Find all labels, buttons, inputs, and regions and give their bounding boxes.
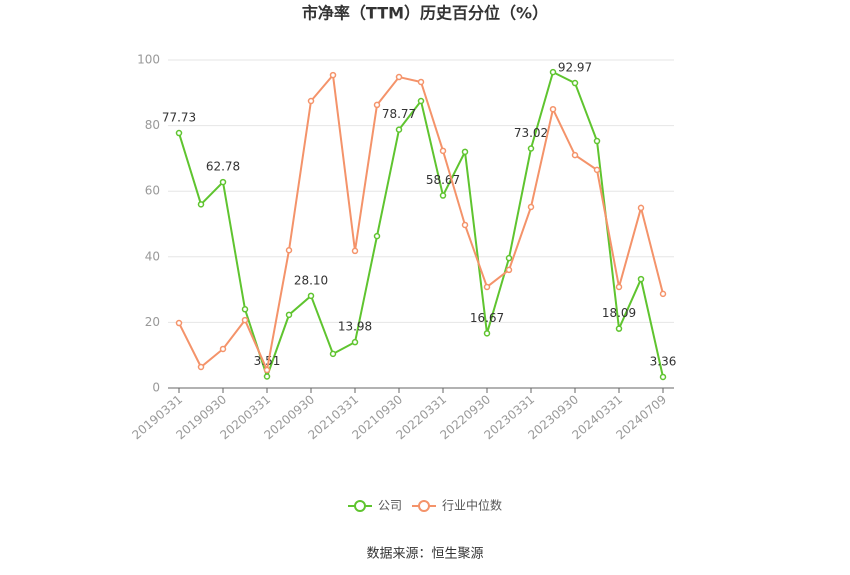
data-label: 13.98 — [338, 320, 372, 334]
point — [175, 319, 183, 327]
data-label: 28.10 — [294, 273, 328, 287]
legend-label: 公司 — [378, 499, 402, 513]
data-label: 62.78 — [206, 160, 240, 174]
point — [417, 97, 425, 105]
point — [527, 203, 535, 211]
y-tick-label: 0 — [152, 381, 160, 395]
point — [307, 97, 315, 105]
point — [439, 147, 447, 155]
data-label: 16.67 — [470, 311, 504, 325]
point — [571, 79, 579, 87]
point — [395, 73, 403, 81]
point — [395, 126, 403, 133]
y-tick-label: 100 — [137, 53, 160, 67]
point — [219, 345, 227, 353]
point — [527, 145, 535, 152]
point — [637, 275, 645, 283]
legend-marker — [354, 500, 366, 512]
point — [351, 338, 359, 346]
point — [505, 266, 513, 274]
point — [241, 316, 249, 324]
y-tick-label: 20 — [145, 315, 160, 329]
point — [549, 68, 557, 76]
data-label: 92.97 — [558, 61, 592, 75]
point — [659, 373, 667, 381]
y-tick-label: 80 — [145, 118, 160, 132]
data-label: 18.09 — [602, 306, 636, 320]
legend-marker — [418, 500, 430, 512]
point — [307, 292, 315, 300]
data-label: 78.77 — [382, 107, 416, 121]
point — [483, 330, 491, 337]
point — [197, 201, 205, 208]
point — [373, 101, 381, 109]
series-line — [178, 72, 664, 374]
point — [659, 290, 667, 298]
point — [197, 363, 205, 371]
legend-label: 行业中位数 — [442, 498, 502, 513]
point — [285, 311, 293, 319]
point — [417, 78, 425, 86]
point — [461, 221, 469, 229]
point — [593, 137, 601, 145]
y-tick-label: 40 — [145, 249, 160, 263]
data-label: 3.36 — [650, 354, 677, 368]
point — [461, 148, 469, 156]
data-label: 77.73 — [162, 111, 196, 125]
point — [571, 151, 579, 159]
y-tick-label: 60 — [145, 184, 160, 198]
chart-title: 市净率（TTM）历史百分位（%） — [302, 4, 548, 23]
point — [241, 306, 249, 313]
source-note: 数据来源：恒生聚源 — [366, 547, 483, 562]
point — [373, 232, 381, 240]
point — [615, 283, 623, 291]
point — [593, 166, 601, 174]
point — [175, 129, 183, 137]
data-label: 73.02 — [514, 126, 548, 140]
point — [483, 283, 491, 291]
point — [615, 325, 623, 332]
point — [329, 350, 337, 358]
data-label: 58.67 — [426, 173, 460, 187]
point — [263, 366, 271, 374]
point — [637, 204, 645, 212]
point — [351, 247, 359, 255]
point — [285, 246, 293, 254]
point — [439, 192, 447, 199]
point — [549, 105, 557, 113]
point — [329, 71, 337, 79]
point — [219, 178, 227, 186]
series-line — [178, 70, 664, 380]
point — [263, 373, 271, 380]
point — [505, 254, 513, 262]
data-label: 3.51 — [254, 354, 281, 368]
